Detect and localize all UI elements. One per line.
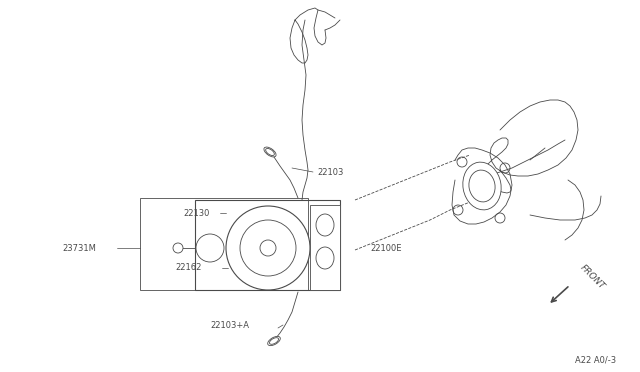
Text: 23731M: 23731M xyxy=(62,244,96,253)
Bar xyxy=(310,205,340,290)
Text: 22100E: 22100E xyxy=(370,244,401,253)
Text: 22162: 22162 xyxy=(175,263,202,273)
Ellipse shape xyxy=(268,336,280,346)
Ellipse shape xyxy=(264,147,276,157)
Text: A22 A0/-3: A22 A0/-3 xyxy=(575,356,616,365)
Text: 22103+A: 22103+A xyxy=(210,321,249,330)
Circle shape xyxy=(226,206,310,290)
Text: 22103: 22103 xyxy=(317,167,344,176)
Bar xyxy=(195,200,340,290)
Text: 22130: 22130 xyxy=(183,208,209,218)
Ellipse shape xyxy=(463,162,501,210)
Bar xyxy=(140,198,308,290)
Text: FRONT: FRONT xyxy=(578,263,606,291)
Circle shape xyxy=(196,234,224,262)
Circle shape xyxy=(173,243,183,253)
